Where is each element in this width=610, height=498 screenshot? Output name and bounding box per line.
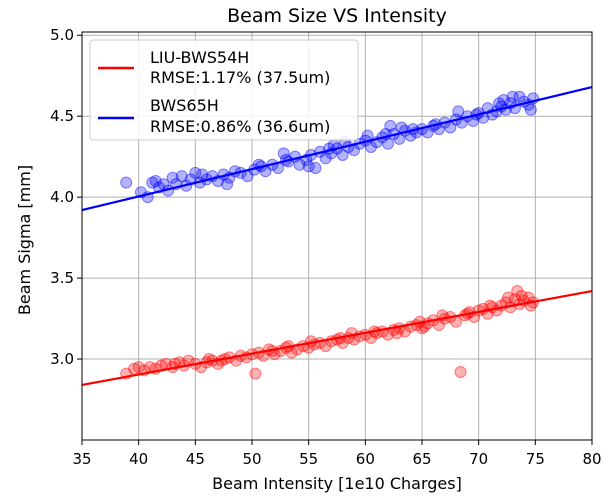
point-bws65h [302, 160, 315, 173]
fit-line-liu-bws54h [81, 289, 593, 387]
fit-line-bws65h [81, 85, 593, 212]
point-bws65h [175, 170, 188, 183]
axis-ticks: 35 40 45 50 55 60 65 70 75 80 3.0 3.5 4.0 4.5 5.0 [50, 26, 601, 468]
legend-label-bws65h: BWS65H [150, 96, 219, 115]
point-bws65h [277, 147, 290, 160]
point-bws65h [493, 97, 506, 110]
x-tick-label: 55 [299, 450, 318, 468]
y-tick-label: 3.0 [50, 350, 74, 368]
legend-box [89, 39, 359, 141]
point-bws65h [506, 90, 519, 103]
point-bws65h [196, 168, 209, 181]
point-liu-bws54h [515, 289, 528, 302]
x-tick-label: 35 [72, 450, 91, 468]
point-bws65h [221, 178, 234, 191]
point-bws65h [524, 103, 537, 116]
x-axis-label: Beam Intensity [1e10 Charges] [212, 474, 462, 493]
point-liu-bws54h [132, 361, 145, 374]
point-bws65h [336, 149, 349, 162]
y-axis-label: Beam Sigma [mm] [15, 165, 34, 315]
x-tick-label: 60 [356, 450, 375, 468]
point-liu-bws54h [249, 367, 262, 380]
x-tick-label: 80 [582, 450, 601, 468]
point-bws65h [120, 176, 133, 189]
point-liu-bws54h [502, 291, 515, 304]
point-liu-bws54h [391, 327, 404, 340]
point-bws65h [293, 158, 306, 171]
point-bws65h [384, 119, 397, 132]
fit-lines [81, 85, 593, 387]
x-tick-label: 50 [242, 450, 261, 468]
x-tick-label: 45 [186, 450, 205, 468]
plot-frame [81, 31, 593, 441]
point-bws65h [382, 137, 394, 150]
point-bws65h [309, 162, 322, 174]
point-bws65h [513, 90, 526, 103]
chart-title: Beam Size VS Intensity [227, 5, 447, 27]
point-bws65h [189, 166, 202, 179]
legend-label-liu-bws54h: LIU-BWS54H [150, 48, 249, 67]
point-bws65h [146, 176, 159, 189]
x-tick-label: 40 [129, 450, 148, 468]
legend-rmse-liu-bws54h: RMSE:1.17% (37.5um) [150, 68, 330, 87]
y-tick-label: 4.0 [50, 188, 74, 206]
point-bws65h [497, 94, 510, 106]
point-liu-bws54h [511, 285, 524, 298]
point-liu-bws54h [454, 366, 467, 378]
legend-rmse-bws65h: RMSE:0.86% (36.6um) [150, 117, 330, 136]
y-tick-label: 5.0 [50, 26, 74, 44]
legend: LIU-BWS54H RMSE:1.17% (37.5um) BWS65H RM… [89, 39, 359, 141]
point-bws65h [149, 174, 162, 187]
x-tick-label: 75 [526, 450, 545, 468]
point-bws65h [319, 152, 332, 165]
y-tick-label: 3.5 [50, 269, 74, 287]
y-tick-label: 4.5 [50, 107, 74, 125]
x-tick-label: 65 [412, 450, 431, 468]
point-bws65h [452, 105, 465, 118]
point-bws65h [166, 171, 179, 184]
x-tick-label: 70 [469, 450, 488, 468]
